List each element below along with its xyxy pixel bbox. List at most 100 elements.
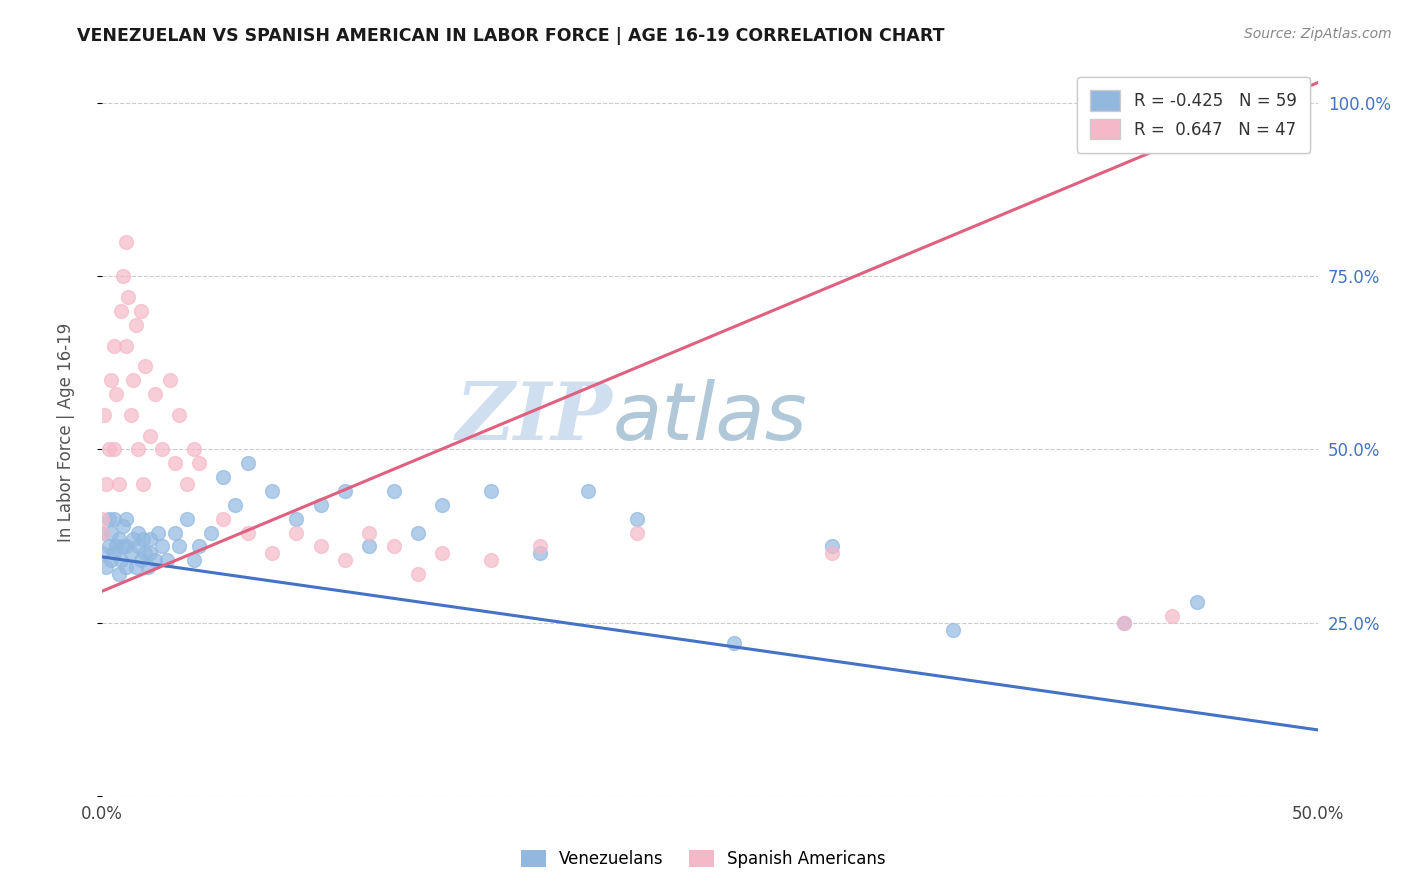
Point: [333, 553, 356, 567]
Point: [260, 483, 283, 498]
Point: [529, 546, 551, 560]
Point: [163, 456, 186, 470]
Y-axis label: In Labor Force | Age 16-19: In Labor Force | Age 16-19: [58, 323, 75, 541]
Point: [93, 408, 115, 422]
Point: [309, 540, 332, 554]
Point: [97, 540, 120, 554]
Point: [212, 512, 235, 526]
Point: [212, 470, 235, 484]
Point: [122, 533, 145, 547]
Point: [90, 525, 112, 540]
Point: [107, 567, 129, 582]
Point: [1185, 595, 1208, 609]
Point: [103, 442, 125, 457]
Point: [187, 456, 209, 470]
Point: [176, 512, 198, 526]
Point: [127, 442, 149, 457]
Point: [159, 373, 181, 387]
Point: [122, 373, 145, 387]
Point: [183, 442, 205, 457]
Point: [333, 483, 356, 498]
Point: [432, 546, 454, 560]
Point: [112, 518, 135, 533]
Point: [260, 546, 283, 560]
Point: [942, 623, 965, 637]
Point: [224, 498, 246, 512]
Point: [103, 546, 125, 560]
Text: VENEZUELAN VS SPANISH AMERICAN IN LABOR FORCE | AGE 16-19 CORRELATION CHART: VENEZUELAN VS SPANISH AMERICAN IN LABOR …: [77, 27, 945, 45]
Point: [406, 567, 429, 582]
Point: [723, 636, 745, 650]
Point: [103, 512, 125, 526]
Point: [115, 338, 138, 352]
Point: [820, 540, 842, 554]
Point: [97, 442, 120, 457]
Point: [97, 512, 120, 526]
Point: [156, 553, 179, 567]
Point: [152, 540, 174, 554]
Point: [200, 525, 222, 540]
Point: [406, 525, 429, 540]
Point: [479, 483, 502, 498]
Point: [432, 498, 454, 512]
Point: [112, 540, 135, 554]
Point: [120, 408, 142, 422]
Point: [115, 512, 138, 526]
Point: [129, 304, 152, 318]
Point: [112, 269, 135, 284]
Point: [359, 525, 381, 540]
Point: [1112, 615, 1135, 630]
Point: [820, 546, 842, 560]
Point: [382, 540, 405, 554]
Point: [143, 387, 166, 401]
Point: [236, 525, 259, 540]
Point: [105, 540, 128, 554]
Point: [115, 235, 138, 249]
Point: [127, 540, 149, 554]
Point: [139, 546, 162, 560]
Point: [576, 483, 599, 498]
Point: [120, 546, 142, 560]
Point: [359, 540, 381, 554]
Point: [187, 540, 209, 554]
Point: [626, 512, 648, 526]
Point: [136, 560, 159, 574]
Point: [90, 546, 112, 560]
Point: [132, 533, 155, 547]
Point: [100, 553, 122, 567]
Point: [139, 428, 162, 442]
Legend: R = -0.425   N = 59, R =  0.647   N = 47: R = -0.425 N = 59, R = 0.647 N = 47: [1077, 77, 1310, 153]
Point: [134, 546, 156, 560]
Point: [169, 408, 191, 422]
Point: [143, 553, 166, 567]
Point: [127, 525, 149, 540]
Point: [100, 373, 122, 387]
Point: [124, 560, 146, 574]
Point: [134, 359, 156, 374]
Point: [107, 477, 129, 491]
Point: [124, 318, 146, 332]
Point: [169, 540, 191, 554]
Point: [309, 498, 332, 512]
Point: [100, 525, 122, 540]
Point: [132, 477, 155, 491]
Point: [96, 477, 118, 491]
Point: [163, 525, 186, 540]
Point: [176, 477, 198, 491]
Point: [285, 525, 308, 540]
Point: [107, 533, 129, 547]
Point: [529, 540, 551, 554]
Point: [139, 533, 162, 547]
Point: [90, 525, 112, 540]
Point: [115, 560, 138, 574]
Text: Source: ZipAtlas.com: Source: ZipAtlas.com: [1244, 27, 1392, 41]
Point: [1112, 615, 1135, 630]
Point: [110, 304, 132, 318]
Point: [183, 553, 205, 567]
Point: [129, 553, 152, 567]
Point: [382, 483, 405, 498]
Text: ZIP: ZIP: [456, 379, 613, 457]
Point: [96, 560, 118, 574]
Point: [105, 387, 128, 401]
Point: [115, 540, 138, 554]
